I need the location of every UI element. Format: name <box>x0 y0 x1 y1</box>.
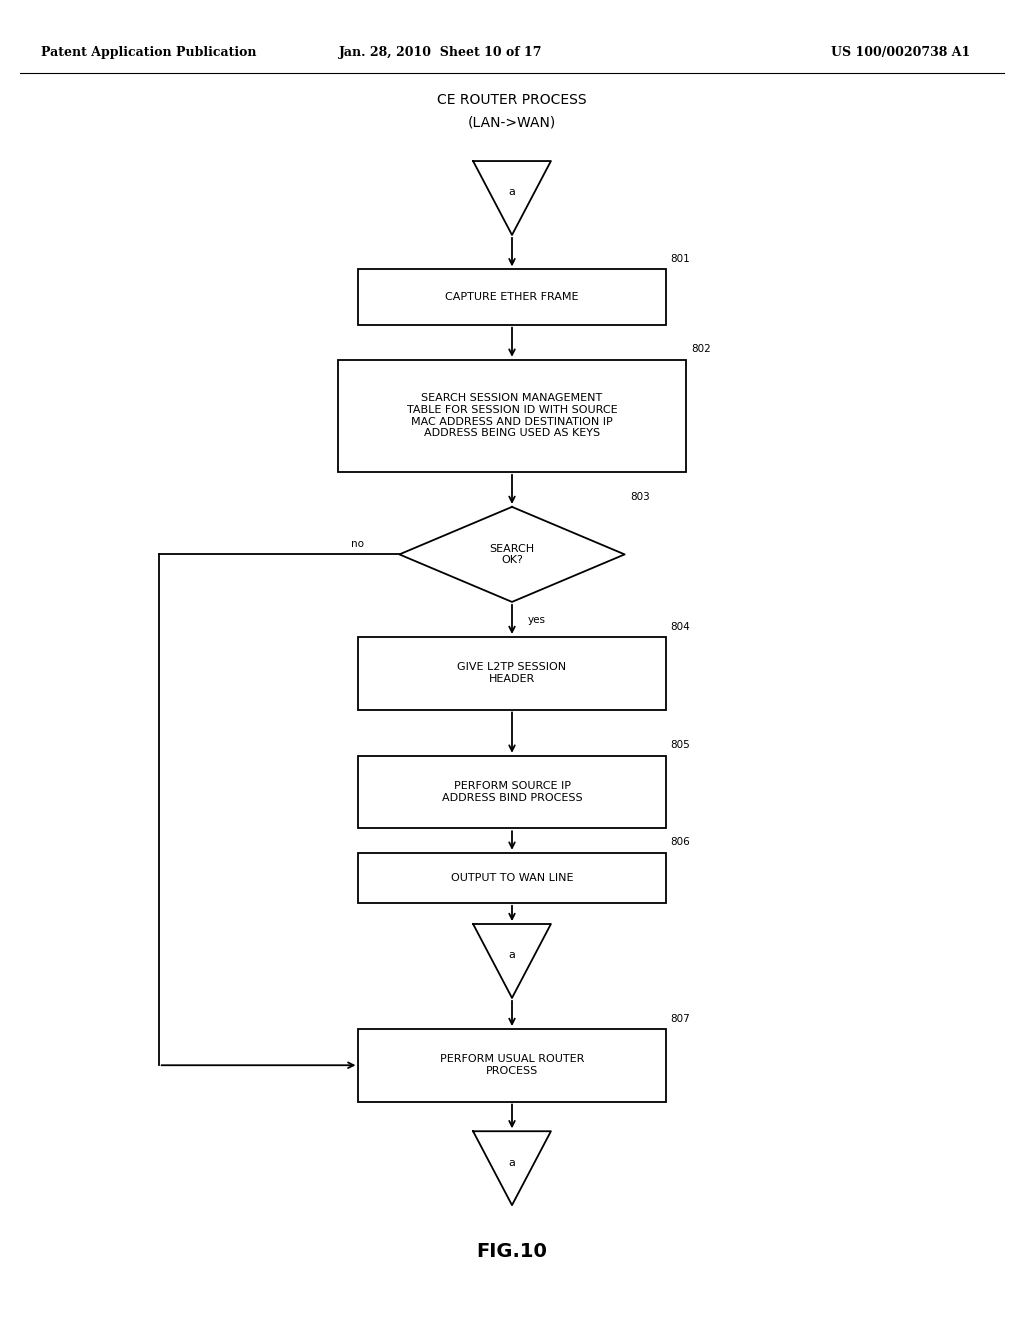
Text: PERFORM SOURCE IP
ADDRESS BIND PROCESS: PERFORM SOURCE IP ADDRESS BIND PROCESS <box>441 781 583 803</box>
Text: US 100/0020738 A1: US 100/0020738 A1 <box>831 46 971 59</box>
Bar <box>358 755 666 829</box>
Text: a: a <box>509 950 515 961</box>
Text: no: no <box>350 539 364 549</box>
Text: 804: 804 <box>671 622 690 632</box>
Text: 805: 805 <box>671 741 690 750</box>
Text: 806: 806 <box>671 837 690 847</box>
Bar <box>358 269 666 325</box>
Bar <box>358 636 666 710</box>
Text: 801: 801 <box>671 253 690 264</box>
Bar <box>358 1030 666 1101</box>
Text: CE ROUTER PROCESS: CE ROUTER PROCESS <box>437 94 587 107</box>
Text: Jan. 28, 2010  Sheet 10 of 17: Jan. 28, 2010 Sheet 10 of 17 <box>339 46 542 59</box>
Text: SEARCH
OK?: SEARCH OK? <box>489 544 535 565</box>
Text: OUTPUT TO WAN LINE: OUTPUT TO WAN LINE <box>451 873 573 883</box>
Text: CAPTURE ETHER FRAME: CAPTURE ETHER FRAME <box>445 292 579 302</box>
Text: 802: 802 <box>691 345 711 354</box>
Text: SEARCH SESSION MANAGEMENT
TABLE FOR SESSION ID WITH SOURCE
MAC ADDRESS AND DESTI: SEARCH SESSION MANAGEMENT TABLE FOR SESS… <box>407 393 617 438</box>
Text: GIVE L2TP SESSION
HEADER: GIVE L2TP SESSION HEADER <box>458 663 566 684</box>
Text: a: a <box>509 1158 515 1168</box>
Text: FIG.10: FIG.10 <box>476 1242 548 1261</box>
Text: PERFORM USUAL ROUTER
PROCESS: PERFORM USUAL ROUTER PROCESS <box>440 1055 584 1076</box>
Bar <box>338 359 686 471</box>
Text: Patent Application Publication: Patent Application Publication <box>41 46 256 59</box>
Text: (LAN->WAN): (LAN->WAN) <box>468 116 556 129</box>
Bar <box>358 853 666 903</box>
Text: 803: 803 <box>630 491 649 502</box>
Text: yes: yes <box>527 615 546 626</box>
Text: a: a <box>509 187 515 198</box>
Text: 807: 807 <box>671 1014 690 1024</box>
